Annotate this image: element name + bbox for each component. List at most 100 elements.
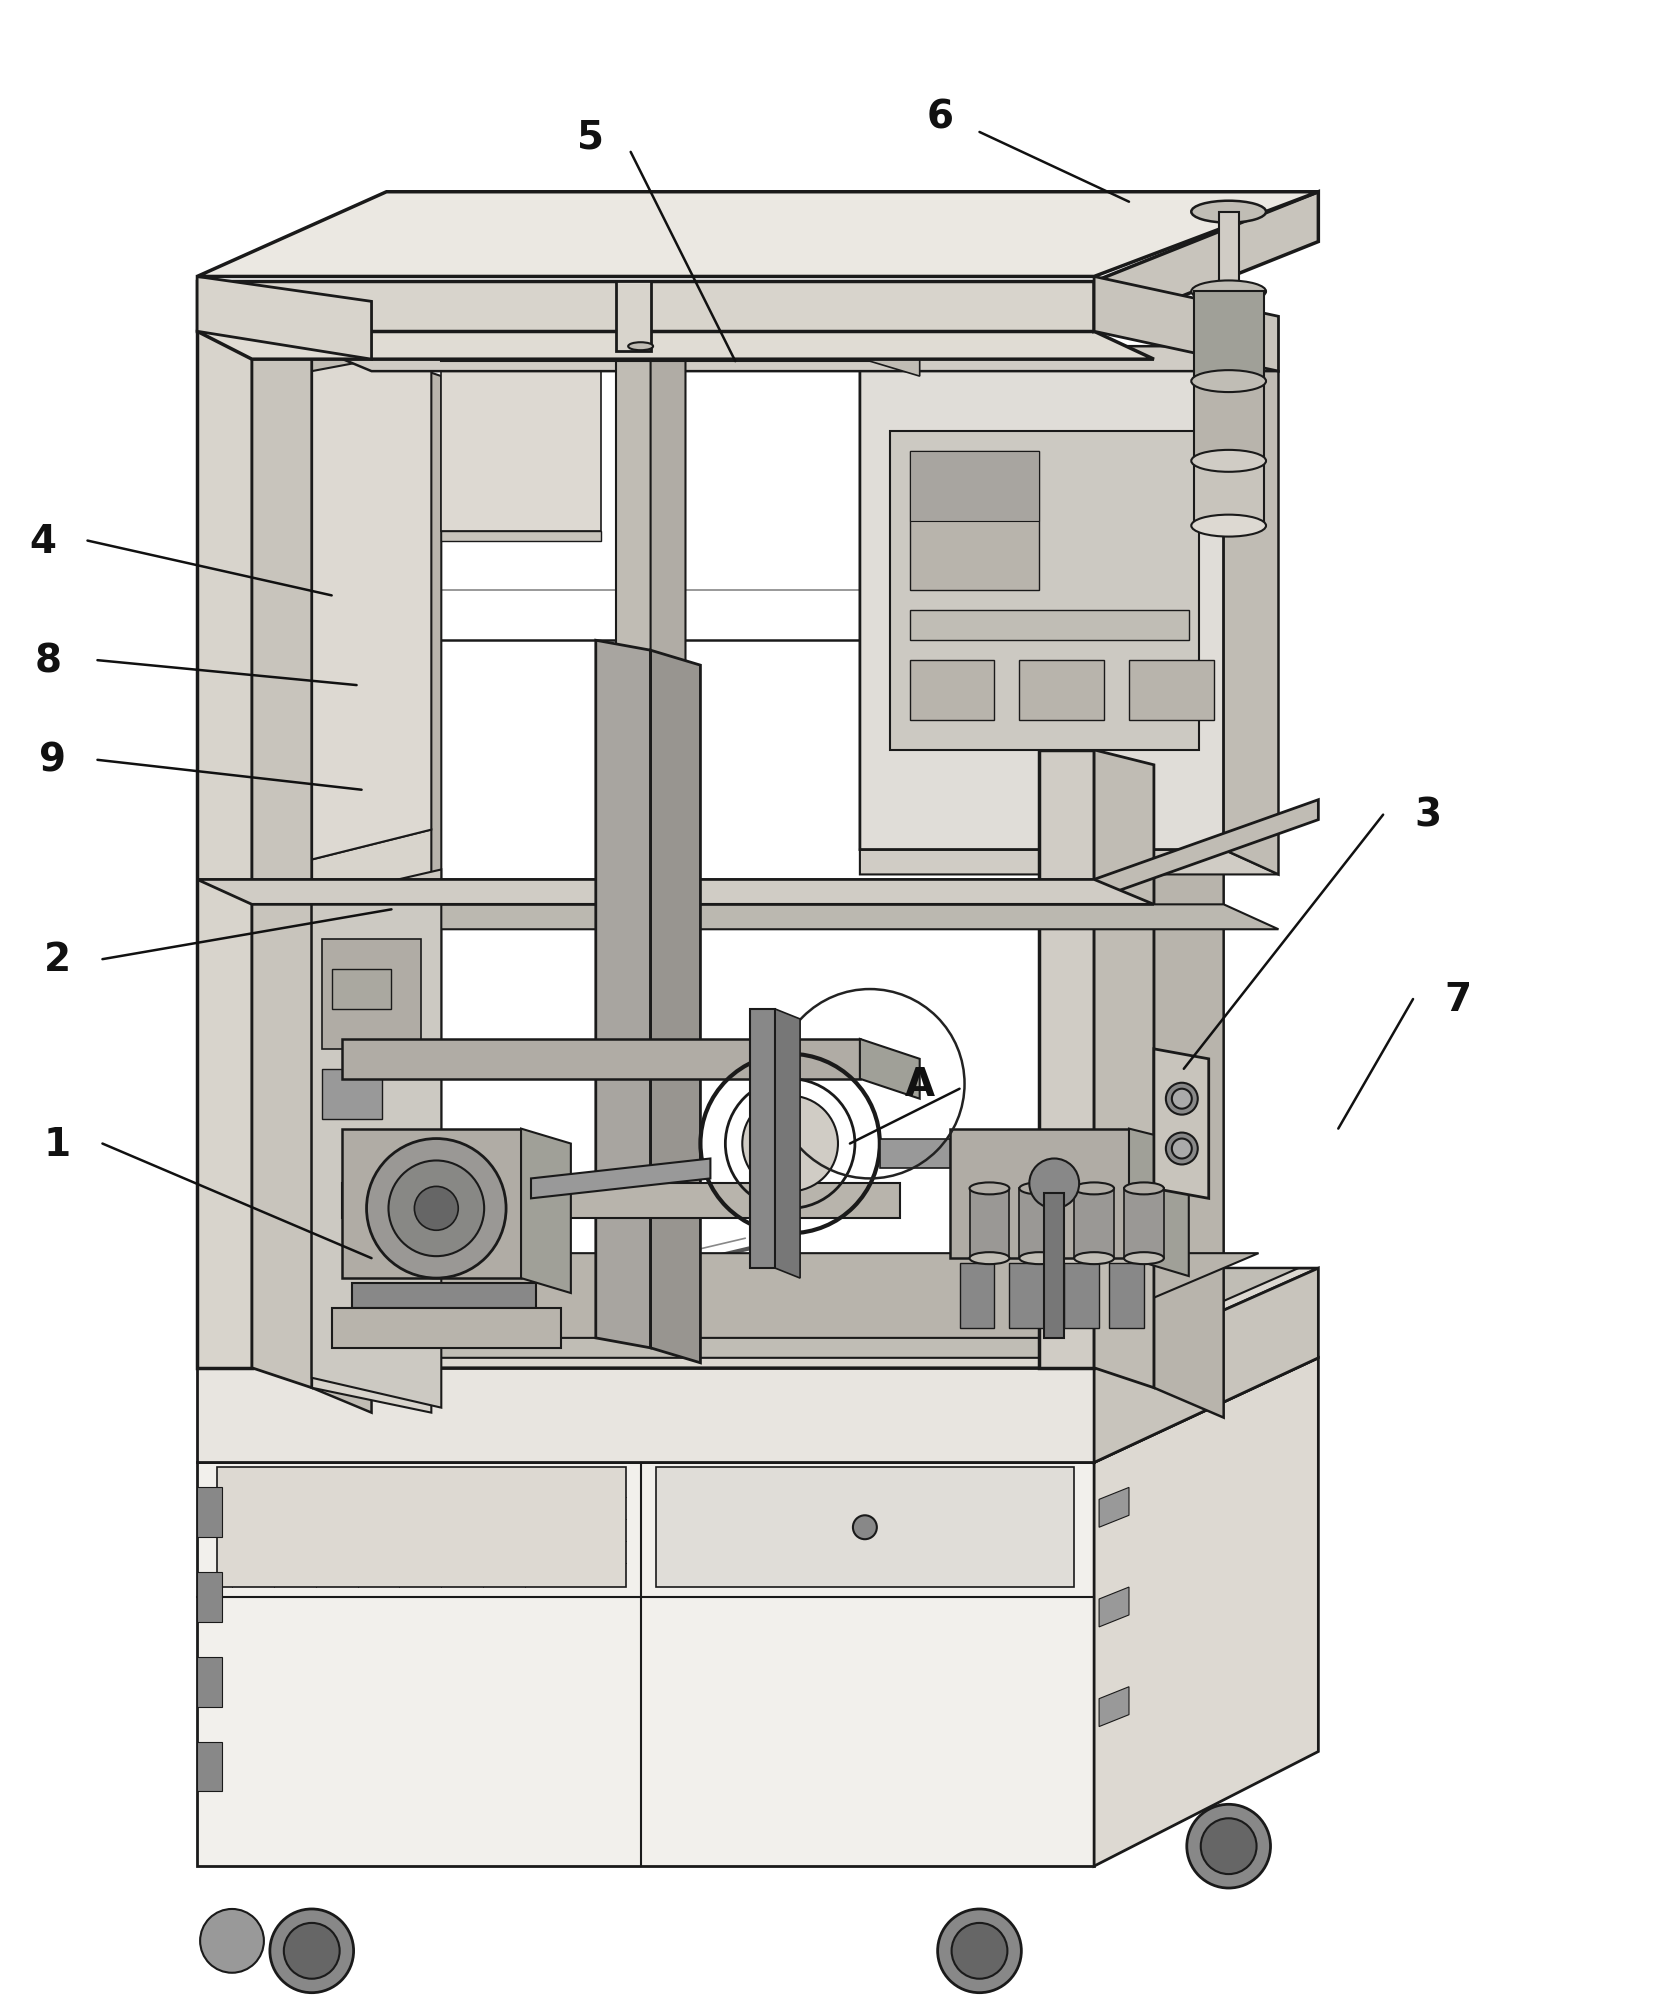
Circle shape — [1171, 1140, 1191, 1158]
Ellipse shape — [1123, 1253, 1163, 1265]
Text: 5: 5 — [577, 119, 603, 157]
Polygon shape — [1123, 1188, 1163, 1259]
Circle shape — [852, 1517, 877, 1539]
Circle shape — [366, 1140, 505, 1279]
Polygon shape — [751, 1009, 775, 1269]
Polygon shape — [775, 1009, 800, 1279]
Polygon shape — [197, 332, 1153, 361]
Circle shape — [951, 1923, 1007, 1978]
Ellipse shape — [1123, 1182, 1163, 1194]
Polygon shape — [217, 1468, 625, 1587]
Ellipse shape — [1191, 282, 1266, 304]
Polygon shape — [860, 1039, 920, 1100]
Polygon shape — [1099, 1488, 1128, 1527]
Polygon shape — [1099, 1587, 1128, 1627]
Polygon shape — [1223, 346, 1278, 874]
Polygon shape — [341, 1184, 900, 1218]
Polygon shape — [312, 904, 1278, 930]
Ellipse shape — [1191, 201, 1266, 224]
Polygon shape — [1193, 461, 1263, 526]
Circle shape — [1186, 1805, 1269, 1887]
Polygon shape — [312, 830, 431, 1414]
Circle shape — [938, 1909, 1021, 1992]
Text: 1: 1 — [45, 1126, 71, 1162]
Circle shape — [414, 1186, 457, 1231]
Text: 4: 4 — [30, 522, 56, 560]
Polygon shape — [1064, 1263, 1099, 1329]
Polygon shape — [441, 532, 600, 542]
Polygon shape — [860, 850, 1278, 874]
Polygon shape — [655, 1468, 1074, 1587]
Polygon shape — [197, 282, 1094, 332]
Polygon shape — [391, 361, 441, 1442]
Polygon shape — [321, 941, 421, 1049]
Polygon shape — [520, 1130, 570, 1293]
Polygon shape — [197, 1488, 222, 1537]
Polygon shape — [1019, 661, 1104, 721]
Polygon shape — [1153, 1049, 1208, 1198]
Polygon shape — [1094, 193, 1317, 332]
Text: 9: 9 — [40, 741, 66, 779]
Ellipse shape — [1019, 1182, 1059, 1194]
Text: 2: 2 — [45, 941, 71, 979]
Polygon shape — [1094, 278, 1278, 373]
Polygon shape — [530, 1158, 709, 1198]
Polygon shape — [1074, 1188, 1114, 1259]
Polygon shape — [1039, 751, 1094, 1368]
Polygon shape — [1128, 661, 1213, 721]
Polygon shape — [650, 352, 684, 870]
Polygon shape — [197, 1269, 1317, 1368]
Ellipse shape — [1074, 1253, 1114, 1265]
Polygon shape — [197, 193, 1317, 278]
Polygon shape — [312, 346, 371, 1414]
Polygon shape — [969, 1188, 1009, 1259]
Circle shape — [1165, 1084, 1196, 1116]
Polygon shape — [197, 1357, 1317, 1462]
Polygon shape — [197, 1368, 1094, 1462]
Polygon shape — [197, 1573, 222, 1621]
Polygon shape — [910, 451, 1039, 590]
Circle shape — [1200, 1819, 1256, 1875]
Polygon shape — [197, 1462, 1094, 1867]
Circle shape — [388, 1160, 484, 1257]
Circle shape — [742, 1096, 837, 1192]
Circle shape — [200, 1909, 263, 1974]
Text: 6: 6 — [926, 99, 953, 137]
Circle shape — [1029, 1158, 1079, 1208]
Polygon shape — [1044, 1194, 1064, 1337]
Ellipse shape — [969, 1253, 1009, 1265]
Circle shape — [270, 1909, 353, 1992]
Ellipse shape — [1191, 451, 1266, 473]
Ellipse shape — [1191, 371, 1266, 393]
Polygon shape — [860, 346, 1223, 850]
Polygon shape — [615, 282, 650, 352]
Polygon shape — [1193, 292, 1263, 383]
Text: 8: 8 — [35, 642, 61, 681]
Polygon shape — [1128, 1130, 1188, 1277]
Polygon shape — [1009, 1263, 1044, 1329]
Polygon shape — [1094, 800, 1317, 900]
Circle shape — [1165, 1134, 1196, 1164]
Polygon shape — [321, 1069, 381, 1120]
Ellipse shape — [1019, 1253, 1059, 1265]
Polygon shape — [312, 346, 1278, 373]
Polygon shape — [949, 1130, 1128, 1259]
Text: 7: 7 — [1443, 981, 1470, 1019]
Polygon shape — [1218, 213, 1238, 292]
Polygon shape — [870, 332, 920, 377]
Polygon shape — [252, 1269, 1297, 1357]
Polygon shape — [197, 278, 371, 361]
Ellipse shape — [1191, 516, 1266, 538]
Circle shape — [1171, 1090, 1191, 1110]
Polygon shape — [890, 431, 1198, 751]
Polygon shape — [331, 1309, 560, 1347]
Polygon shape — [351, 1283, 535, 1309]
Polygon shape — [615, 352, 650, 860]
Polygon shape — [959, 1263, 994, 1329]
Polygon shape — [910, 661, 994, 721]
Text: A: A — [905, 1065, 935, 1104]
Polygon shape — [312, 870, 441, 1408]
Polygon shape — [910, 610, 1188, 640]
Polygon shape — [595, 640, 650, 1347]
Polygon shape — [650, 651, 699, 1363]
